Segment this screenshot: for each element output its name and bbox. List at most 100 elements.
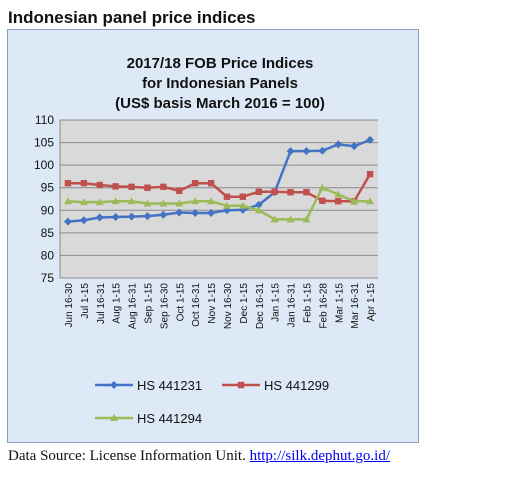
data-point-hs-441231 xyxy=(254,200,263,209)
data-point-hs-441294 xyxy=(366,197,375,205)
data-point-hs-441231 xyxy=(95,213,104,222)
data-point-hs-441294 xyxy=(222,201,231,209)
x-tick-label: Aug 16-31 xyxy=(128,283,139,330)
y-tick-label: 90 xyxy=(41,203,55,217)
data-point-hs-441299 xyxy=(160,183,167,191)
data-point-hs-441294 xyxy=(238,201,247,209)
data-point-hs-441231 xyxy=(318,146,327,155)
x-axis-ticks: Jun 16-30 Jul 1-15 Jul 16-31 Aug 1-15 Aug 16… xyxy=(64,283,377,330)
data-point-hs-441299 xyxy=(80,180,88,187)
series-line-hs-441294 xyxy=(67,186,371,221)
x-tick-label: Oct 16-31 xyxy=(191,283,202,327)
data-point-hs-441294 xyxy=(63,197,72,205)
data-point-hs-441299 xyxy=(96,181,103,189)
page-heading: Indonesian panel price indices xyxy=(8,8,256,27)
data-point-hs-441294 xyxy=(334,190,343,198)
data-point-hs-441294 xyxy=(254,206,263,214)
data-point-hs-441299 xyxy=(191,180,199,187)
y-tick-label: 105 xyxy=(34,136,54,150)
data-point-hs-441294 xyxy=(111,197,120,205)
x-tick-label: Dec 16-31 xyxy=(255,283,266,330)
x-tick-label: Feb 1-15 xyxy=(302,283,313,323)
y-tick-label: 75 xyxy=(41,271,55,285)
source-link[interactable]: http://silk.dephut.go.id/ xyxy=(249,448,391,464)
data-point-hs-441231 xyxy=(286,147,295,156)
data-point-hs-441294 xyxy=(318,183,327,191)
data-point-hs-441231 xyxy=(191,208,200,217)
x-tick-label: Mar 16-31 xyxy=(350,283,361,329)
data-point-hs-441299 xyxy=(207,180,215,187)
data-point-hs-441299 xyxy=(335,198,342,205)
y-tick-label: 100 xyxy=(34,158,54,172)
data-point-hs-441294 xyxy=(302,215,311,223)
x-tick-label: Aug 1-15 xyxy=(112,283,123,324)
legend-marker-hs-441299 xyxy=(237,381,245,389)
data-point-hs-441299 xyxy=(319,197,326,205)
data-point-hs-441231 xyxy=(207,208,216,217)
data-point-hs-441299 xyxy=(239,193,247,200)
data-point-hs-441299 xyxy=(303,189,310,196)
x-tick-label: Sep 1-15 xyxy=(143,283,154,324)
data-point-hs-441294 xyxy=(143,199,152,207)
data-point-hs-441231 xyxy=(350,142,359,151)
legend-label-hs-441231: HS 441231 xyxy=(137,378,202,393)
y-tick-label: 85 xyxy=(41,226,55,240)
y-axis-ticks: 75 80 85 90 95 100 105 110 xyxy=(34,113,54,285)
x-tick-label: Jan 16-31 xyxy=(287,283,298,328)
data-point-hs-441299 xyxy=(144,184,151,191)
legend-label-hs-441299: HS 441299 xyxy=(264,378,329,393)
legend: HS 441231 HS 441299 HS 441294 xyxy=(95,378,329,426)
data-point-hs-441299 xyxy=(176,187,183,195)
data-point-hs-441294 xyxy=(207,197,216,205)
data-point-hs-441299 xyxy=(112,183,119,190)
data-point-hs-441231 xyxy=(334,140,343,149)
legend-marker-hs-441231 xyxy=(110,381,118,389)
x-tick-label: Jan 1-15 xyxy=(271,283,282,322)
x-tick-label: Nov 1-15 xyxy=(207,283,218,324)
data-point-hs-441299 xyxy=(223,193,231,200)
data-point-hs-441231 xyxy=(175,208,184,217)
data-point-hs-441294 xyxy=(350,197,359,205)
x-tick-label: Jul 1-15 xyxy=(80,283,91,319)
y-tick-label: 80 xyxy=(41,248,55,262)
series-lines xyxy=(63,135,375,226)
data-point-hs-441231 xyxy=(302,147,311,156)
data-point-hs-441231 xyxy=(366,135,375,144)
y-tick-label: 110 xyxy=(35,113,54,127)
data-point-hs-441231 xyxy=(79,216,88,225)
legend-label-hs-441294: HS 441294 xyxy=(137,411,202,426)
x-tick-label: Mar 1-15 xyxy=(334,283,345,323)
data-point-hs-441299 xyxy=(366,170,374,178)
source-text: Data Source: License Information Unit. xyxy=(8,448,250,464)
data-point-hs-441299 xyxy=(128,183,135,191)
chart-title-line-2: for Indonesian Panels xyxy=(142,75,298,92)
plot-area xyxy=(60,120,378,278)
chart-title-line-3: (US$ basis March 2016 = 100) xyxy=(115,95,325,112)
x-tick-label: Apr 1-15 xyxy=(366,283,377,322)
data-point-hs-441231 xyxy=(143,212,152,221)
data-point-hs-441294 xyxy=(127,197,136,205)
data-point-hs-441299 xyxy=(287,189,294,196)
data-point-hs-441294 xyxy=(191,197,200,205)
x-tick-label: Sep 16-30 xyxy=(159,283,170,330)
data-point-hs-441231 xyxy=(159,210,168,219)
x-tick-label: Dec 1-15 xyxy=(239,283,250,324)
x-tick-label: Nov 16-30 xyxy=(223,283,234,330)
x-tick-label: Jun 16-30 xyxy=(64,283,75,328)
x-tick-label: Jul 16-31 xyxy=(96,283,107,325)
data-point-hs-441294 xyxy=(286,215,295,223)
data-point-hs-441299 xyxy=(255,188,262,195)
chart-title-line-1: 2017/18 FOB Price Indices xyxy=(127,55,314,72)
data-source-note: Data Source: License Information Unit. h… xyxy=(8,448,390,465)
data-point-hs-441231 xyxy=(111,213,120,222)
data-point-hs-441294 xyxy=(175,199,184,207)
legend-marker-hs-441294 xyxy=(110,414,118,421)
data-point-hs-441231 xyxy=(63,217,72,226)
data-point-hs-441294 xyxy=(79,198,88,206)
data-point-hs-441294 xyxy=(95,198,104,206)
data-point-hs-441294 xyxy=(159,199,168,207)
x-tick-label: Oct 1-15 xyxy=(175,283,186,322)
data-point-hs-441299 xyxy=(64,180,72,187)
x-tick-label: Feb 16-28 xyxy=(318,283,329,329)
